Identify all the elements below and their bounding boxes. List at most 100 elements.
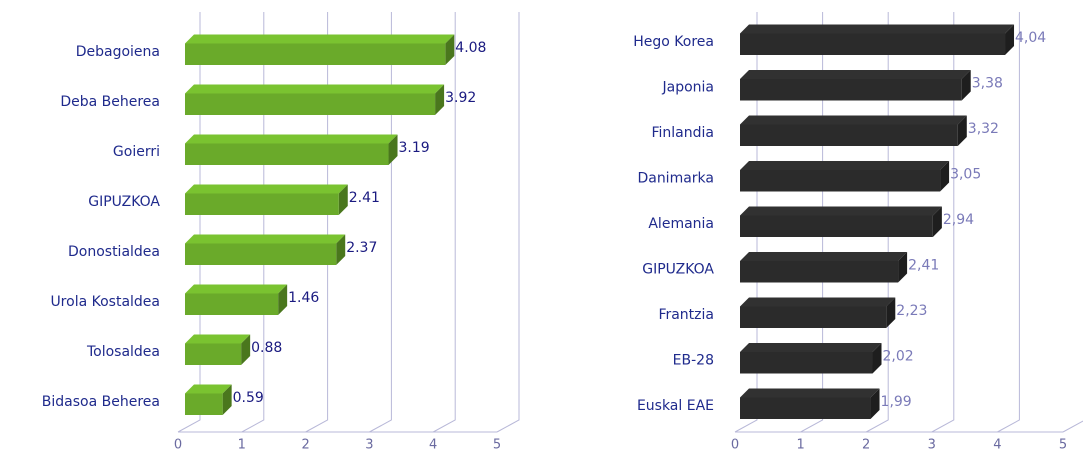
x-tick-label: 3 [928,438,936,453]
category-label: Danimarka [637,171,714,187]
bar [740,161,950,192]
bar-top [185,384,232,394]
x-tick-label: 0 [731,438,739,453]
grid-line [369,12,392,433]
bar [740,24,1015,55]
data-label: 3,32 [968,121,999,137]
bar [185,384,232,415]
data-label: 2.37 [346,240,377,256]
bar-side [336,234,346,265]
category-label: Japonia [661,80,714,96]
x-tick-label: 5 [493,438,501,453]
bar-side [886,297,896,328]
bar-front [185,143,389,165]
bar-top [740,297,896,307]
bar-top [185,134,398,144]
category-label: Urola Kostaldea [50,294,160,310]
bar-top [740,115,967,125]
grid-line [496,12,520,433]
bar-front [740,33,1006,55]
bar-front [740,261,899,283]
bar-top [740,343,882,352]
x-tick-label: 3 [365,438,373,453]
bar-side [278,284,288,315]
category-label: Frantzia [658,307,714,323]
category-label: Deba Beherea [60,94,160,110]
bar [185,134,398,165]
bar [185,184,348,215]
bar-top [185,34,455,44]
grid-line [432,12,456,433]
category-label: Euskal EAE [637,398,714,414]
x-tick-label: 2 [301,438,309,453]
data-label: 2,02 [883,349,914,365]
data-label: 1.46 [288,290,319,306]
bar [740,297,896,328]
data-label: 0.59 [233,390,264,406]
bar [185,284,288,315]
bar [740,252,908,283]
bar-front [185,343,242,365]
bar-top [185,84,445,94]
x-tick-label: 1 [796,438,804,453]
x-tick-label: 1 [238,438,246,453]
bar-top [185,284,288,294]
data-label: 4.08 [455,40,486,56]
bar [185,34,455,65]
grid-line [931,12,955,433]
bar-top [185,184,348,194]
bar-front [740,306,887,328]
bar-top [740,388,880,398]
bar-top [740,252,908,261]
x-tick-label: 0 [174,438,182,453]
bar-side [241,334,251,365]
x-tick-label: 4 [429,438,437,453]
category-label: EB-28 [673,353,714,369]
grid-line [865,12,889,433]
category-label: Alemania [648,216,714,232]
bar-side [338,184,348,215]
bar-front [185,293,279,315]
x-tick-label: 4 [993,438,1001,453]
category-label: Tolosaldea [86,344,160,360]
bar [740,70,971,101]
bar-side [388,134,398,165]
bar-side [1005,24,1015,55]
bar-side [445,34,455,65]
bar-top [740,70,971,79]
bar-front [740,124,958,146]
bar [740,115,967,146]
bar-front [740,215,933,237]
bar [185,84,445,115]
grid-line [800,12,824,433]
grid-line [177,12,201,433]
bar-side [957,115,967,146]
bar-side [940,161,950,192]
grid-line [997,12,1020,433]
data-label: 2,23 [896,303,927,319]
bar-front [740,352,873,374]
category-label: Hego Korea [633,34,714,50]
x-tick-label: 5 [1059,438,1067,453]
data-label: 0.88 [251,340,282,356]
category-label: Debagoiena [76,44,160,60]
data-label: 3,05 [950,167,981,183]
bar-side [222,384,232,415]
data-label: 4,04 [1015,30,1046,46]
bar-top [740,206,942,216]
bar-front [185,193,339,215]
bar-top [740,24,1015,34]
category-label: Donostialdea [68,244,160,260]
category-label: Goierri [113,144,160,160]
data-label: 1,99 [881,394,912,410]
bar [185,334,251,365]
bar-front [185,93,436,115]
bar-top [740,161,950,170]
bar [740,343,882,374]
bar-side [932,206,942,237]
bar-front [740,79,962,101]
data-label: 2.41 [349,190,380,206]
category-label: GIPUZKOA [642,262,714,278]
data-label: 2,94 [943,212,974,228]
